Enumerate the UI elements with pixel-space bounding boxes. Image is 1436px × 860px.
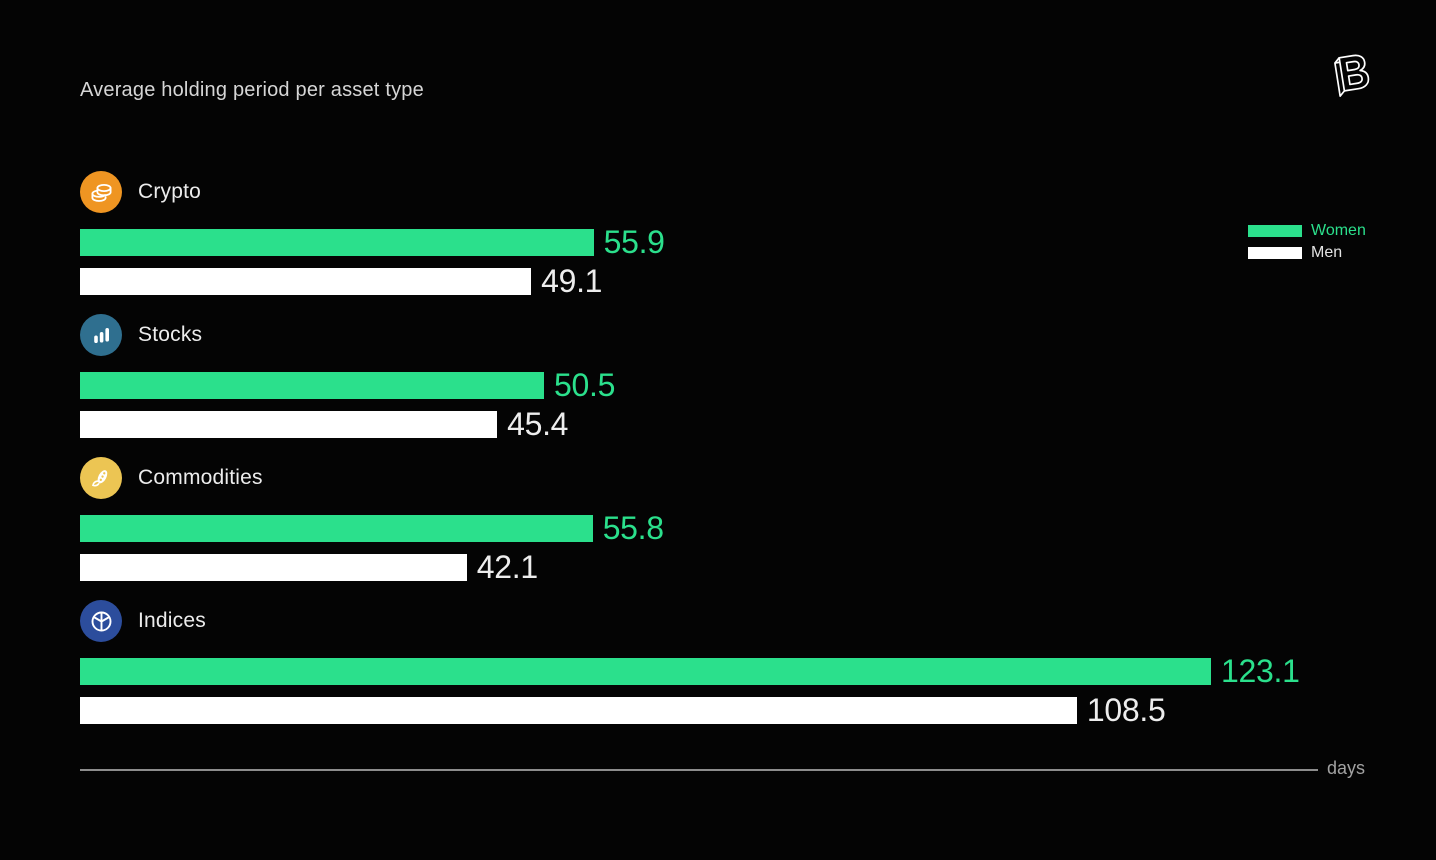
category-header: Commodities: [80, 457, 1420, 499]
x-axis-unit-label: days: [1327, 758, 1366, 778]
category-row: Commodities 55.8 42.1: [80, 457, 1420, 585]
bar-value-men: 45.4: [507, 406, 569, 442]
bar-men: [80, 697, 1077, 724]
x-axis-line: [80, 768, 1318, 771]
bar-value-women: 50.5: [554, 367, 616, 403]
pie-chart-icon: [80, 600, 122, 642]
chart-legend: Women Men: [1248, 222, 1366, 267]
bar-women: [80, 658, 1211, 685]
bar-value-men: 42.1: [476, 549, 538, 585]
bar-chart-icon: [80, 314, 122, 356]
bar-value-men: 49.1: [541, 263, 603, 299]
category-header: Stocks: [80, 314, 1420, 356]
legend-label-men: Men: [1311, 244, 1343, 261]
brand-logo-b-icon: [1320, 42, 1384, 108]
bar-line-women: 55.9: [80, 224, 1420, 260]
bar-line-men: 49.1: [80, 263, 1420, 299]
category-row: Indices 123.1 108.5: [80, 600, 1420, 728]
category-label: Indices: [138, 609, 206, 632]
bar-women: [80, 515, 593, 542]
bar-line-men: 108.5: [80, 692, 1420, 728]
legend-swatch-women: [1248, 225, 1302, 237]
category-row: Stocks 50.5 45.4: [80, 314, 1420, 442]
bar-value-women: 123.1: [1221, 653, 1300, 689]
bar-value-women: 55.9: [603, 224, 665, 260]
x-axis: days: [80, 758, 1380, 780]
bar-line-women: 55.8: [80, 510, 1420, 546]
legend-item-men: Men: [1248, 244, 1366, 261]
bar-value-men: 108.5: [1086, 692, 1166, 728]
coins-icon: [80, 171, 122, 213]
bar-men: [80, 554, 467, 581]
category-header: Crypto: [80, 171, 1420, 213]
bar-line-men: 45.4: [80, 406, 1420, 442]
bar-line-men: 42.1: [80, 549, 1420, 585]
category-label: Stocks: [138, 323, 203, 346]
bar-men: [80, 268, 532, 295]
chart-title: Average holding period per asset type: [80, 79, 424, 101]
bar-women: [80, 372, 544, 399]
category-label: Crypto: [138, 180, 202, 203]
category-label: Commodities: [138, 466, 263, 489]
legend-swatch-men: [1248, 247, 1302, 259]
bar-chart-rows: Crypto 55.9 49.1 Stocks 50.5 45.4: [80, 171, 1420, 743]
bar-line-women: 123.1: [80, 653, 1420, 689]
bar-value-women: 55.8: [602, 510, 664, 546]
category-row: Crypto 55.9 49.1: [80, 171, 1420, 299]
bar-men: [80, 411, 498, 438]
legend-label-women: Women: [1311, 222, 1366, 239]
corn-icon: [80, 457, 122, 499]
category-header: Indices: [80, 600, 1420, 642]
bar-women: [80, 229, 594, 256]
legend-item-women: Women: [1248, 222, 1366, 239]
bar-line-women: 50.5: [80, 367, 1420, 403]
